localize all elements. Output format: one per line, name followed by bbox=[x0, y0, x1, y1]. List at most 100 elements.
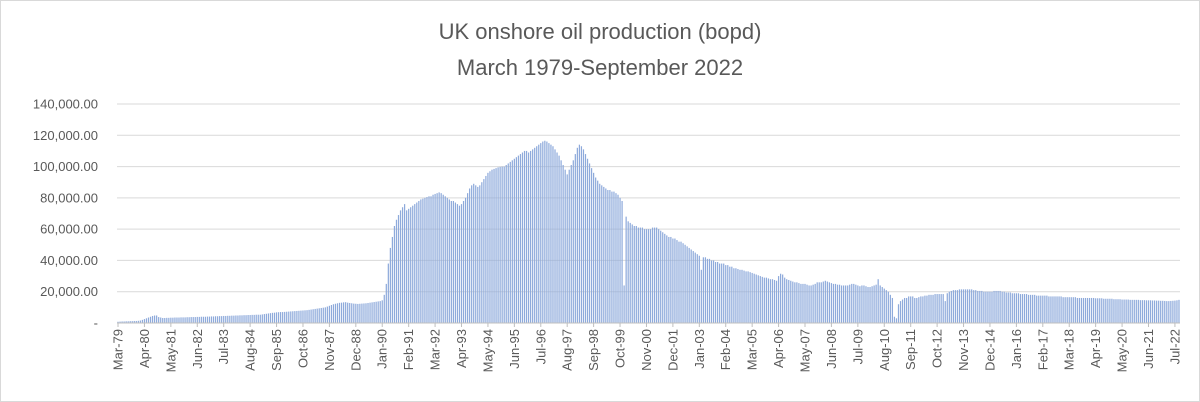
bar bbox=[1131, 299, 1133, 323]
bar bbox=[1170, 300, 1172, 323]
bar bbox=[393, 226, 396, 323]
bar bbox=[906, 297, 908, 323]
bar bbox=[336, 303, 339, 323]
bar bbox=[282, 312, 284, 323]
bar bbox=[960, 289, 963, 323]
bar bbox=[190, 317, 192, 323]
bar bbox=[1178, 299, 1180, 323]
bar bbox=[940, 294, 942, 323]
bar bbox=[314, 308, 316, 323]
bar bbox=[123, 321, 125, 323]
bar bbox=[280, 312, 282, 323]
bar bbox=[1141, 300, 1144, 323]
bar bbox=[401, 207, 404, 323]
bar bbox=[804, 283, 806, 323]
bar bbox=[723, 263, 725, 323]
x-tick-label: Jul-96 bbox=[533, 329, 548, 364]
bar bbox=[265, 313, 267, 323]
bar bbox=[485, 175, 487, 323]
bar bbox=[899, 301, 902, 323]
bar bbox=[987, 291, 989, 323]
bar bbox=[784, 277, 786, 323]
y-tick-label: 80,000.00 bbox=[40, 190, 98, 205]
bar bbox=[1168, 301, 1170, 323]
bar bbox=[751, 272, 753, 323]
bar bbox=[166, 317, 168, 323]
bar bbox=[117, 321, 119, 323]
x-tick-label: Dec-88 bbox=[348, 329, 363, 371]
bar bbox=[538, 144, 540, 323]
bar bbox=[792, 281, 794, 323]
bar bbox=[649, 229, 652, 323]
bar bbox=[471, 185, 473, 323]
bar bbox=[247, 315, 249, 323]
bar bbox=[954, 290, 957, 323]
bar bbox=[1021, 294, 1024, 323]
bar bbox=[251, 314, 253, 323]
bar bbox=[922, 296, 924, 323]
bar bbox=[975, 290, 977, 323]
bar bbox=[582, 149, 585, 323]
bar bbox=[288, 311, 290, 323]
x-tick-label: Dec-14 bbox=[982, 329, 997, 371]
bar bbox=[464, 197, 467, 323]
bar bbox=[1017, 293, 1020, 323]
bar bbox=[914, 297, 916, 323]
bar bbox=[690, 249, 692, 323]
bar bbox=[834, 283, 837, 323]
bar bbox=[1153, 300, 1156, 323]
x-tick-label: Apr-06 bbox=[771, 329, 786, 368]
x-tick-label: Apr-19 bbox=[1088, 329, 1103, 368]
bar bbox=[924, 295, 926, 324]
bar bbox=[1066, 297, 1068, 323]
bar bbox=[897, 304, 900, 323]
bar bbox=[532, 149, 534, 323]
bar bbox=[267, 313, 270, 323]
x-tick-label: Oct-12 bbox=[930, 329, 945, 368]
bar bbox=[658, 229, 660, 323]
bar bbox=[1044, 295, 1046, 324]
bar bbox=[599, 183, 601, 323]
bar bbox=[645, 229, 648, 323]
bar bbox=[788, 279, 790, 323]
bar bbox=[969, 289, 971, 323]
bar bbox=[875, 284, 877, 323]
x-tick-label: Jul-22 bbox=[1167, 329, 1182, 364]
x-tick-label: May-07 bbox=[798, 329, 813, 372]
bar bbox=[725, 265, 727, 323]
bar bbox=[361, 303, 363, 323]
bar bbox=[664, 233, 666, 323]
bar bbox=[145, 318, 148, 323]
bar bbox=[491, 169, 493, 323]
bar bbox=[202, 316, 204, 323]
bar bbox=[597, 180, 599, 323]
bar bbox=[932, 294, 934, 323]
bar bbox=[1011, 293, 1013, 323]
bar bbox=[769, 279, 772, 323]
x-tick-label: Jun-95 bbox=[507, 329, 522, 369]
bar bbox=[1090, 297, 1093, 323]
bar bbox=[489, 171, 491, 323]
bar bbox=[869, 287, 871, 323]
bar bbox=[540, 143, 542, 323]
bar bbox=[952, 290, 954, 323]
bar bbox=[666, 235, 668, 323]
bar bbox=[684, 244, 686, 323]
bar bbox=[623, 285, 625, 323]
bar bbox=[176, 317, 178, 323]
bar bbox=[668, 236, 670, 323]
bar bbox=[456, 204, 459, 323]
bar bbox=[910, 296, 912, 323]
bar bbox=[757, 275, 759, 323]
bar bbox=[853, 283, 855, 323]
bar bbox=[1023, 294, 1026, 323]
bar bbox=[450, 200, 452, 323]
bar bbox=[964, 289, 967, 323]
bar bbox=[739, 269, 741, 323]
bar bbox=[863, 285, 865, 323]
bar bbox=[1135, 299, 1137, 323]
bar bbox=[678, 241, 680, 323]
bar bbox=[349, 302, 351, 323]
bar bbox=[777, 276, 780, 323]
bar bbox=[556, 152, 558, 323]
